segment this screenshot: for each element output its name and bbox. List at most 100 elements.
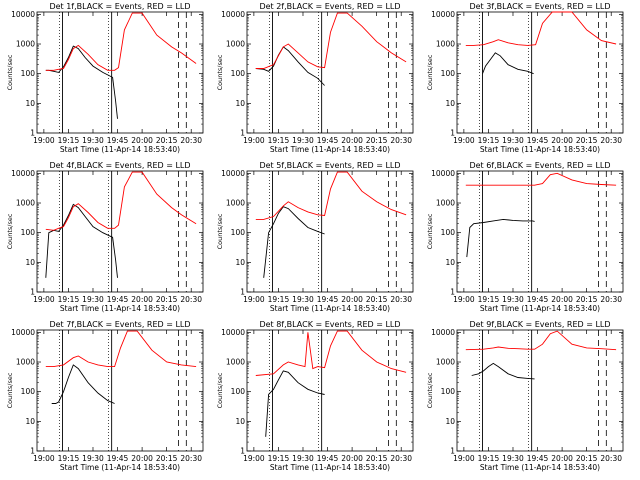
- x-tick-label: 19:15: [268, 454, 290, 463]
- x-axis-label: Start Time (11-Apr-14 18:53:40): [270, 304, 390, 313]
- y-tick-label: 1: [30, 447, 35, 456]
- y-axis-label: Counts/sec: [6, 372, 14, 408]
- x-tick-label: 19:00: [33, 454, 55, 463]
- x-tick-label: 19:45: [527, 454, 549, 463]
- x-tick-label: 20:00: [551, 454, 573, 463]
- series-line-lld: [45, 12, 197, 71]
- detector-panel-7: Det 7f,BLACK = Events, RED = LLD 1 10 100 10…: [6, 320, 204, 472]
- x-tick-label: 19:30: [292, 454, 314, 463]
- x-tick-label: 20:30: [600, 454, 622, 463]
- y-tick-label: 1: [450, 447, 455, 456]
- y-tick-label: 100: [441, 228, 456, 237]
- y-axis-label: Counts/sec: [216, 372, 224, 408]
- panel-title: Det 7f,BLACK = Events, RED = LLD: [49, 320, 190, 329]
- series-line-events: [466, 218, 535, 258]
- y-tick-label: 1: [450, 288, 455, 297]
- x-tick-label: 19:45: [317, 295, 339, 304]
- x-tick-label: 19:30: [82, 295, 104, 304]
- y-tick-label: 1: [30, 288, 35, 297]
- x-tick-label: 19:45: [107, 454, 129, 463]
- plot-frame: [456, 170, 624, 293]
- x-tick-label: 20:15: [576, 295, 598, 304]
- y-axis-label: Counts/sec: [216, 54, 224, 90]
- x-tick-label: 20:00: [131, 295, 153, 304]
- x-tick-label: 19:30: [292, 136, 314, 145]
- series-line-lld: [45, 171, 197, 231]
- y-tick-label: 100: [21, 387, 36, 396]
- y-tick-label: 1000: [226, 199, 245, 208]
- x-tick-label: 20:30: [390, 136, 412, 145]
- x-tick-label: 20:00: [341, 136, 363, 145]
- y-tick-label: 10: [235, 417, 245, 426]
- series-line-events: [482, 52, 534, 75]
- x-tick-label: 20:30: [180, 454, 202, 463]
- x-tick-label: 20:30: [390, 454, 412, 463]
- x-tick-label: 20:30: [390, 295, 412, 304]
- y-tick-label: 1: [240, 129, 245, 138]
- panel-title: Det 9f,BLACK = Events, RED = LLD: [469, 320, 610, 329]
- y-axis-label: Counts/sec: [6, 54, 14, 90]
- x-axis-label: Start Time (11-Apr-14 18:53:40): [480, 463, 600, 472]
- y-tick-label: 10000: [221, 328, 245, 337]
- y-axis-label: Counts/sec: [6, 213, 14, 249]
- y-tick-label: 10000: [431, 169, 455, 178]
- x-tick-label: 20:30: [600, 136, 622, 145]
- y-tick-label: 1: [240, 447, 245, 456]
- y-tick-label: 10: [25, 99, 35, 108]
- y-tick-label: 10: [235, 258, 245, 267]
- x-tick-label: 19:00: [453, 454, 475, 463]
- x-tick-label: 19:30: [82, 454, 104, 463]
- x-tick-label: 19:45: [107, 136, 129, 145]
- x-axis-label: Start Time (11-Apr-14 18:53:40): [60, 304, 180, 313]
- series-line-events: [45, 203, 118, 278]
- series-line-lld: [255, 330, 407, 376]
- y-tick-label: 1000: [16, 358, 35, 367]
- y-tick-label: 10000: [431, 328, 455, 337]
- series-line-events: [471, 362, 535, 380]
- plot-frame: [36, 170, 204, 293]
- x-tick-label: 19:15: [268, 295, 290, 304]
- panel-title: Det 6f,BLACK = Events, RED = LLD: [469, 161, 610, 170]
- y-tick-label: 100: [21, 69, 36, 78]
- y-tick-label: 10: [445, 258, 455, 267]
- y-tick-label: 1000: [436, 40, 455, 49]
- y-tick-label: 100: [441, 69, 456, 78]
- y-tick-label: 10: [235, 99, 245, 108]
- x-tick-label: 20:15: [156, 454, 178, 463]
- x-tick-label: 19:45: [317, 136, 339, 145]
- y-tick-label: 10: [25, 258, 35, 267]
- x-tick-label: 20:15: [366, 454, 388, 463]
- x-tick-label: 20:00: [341, 295, 363, 304]
- x-tick-label: 19:30: [502, 295, 524, 304]
- y-tick-label: 1000: [436, 199, 455, 208]
- x-tick-label: 20:00: [551, 295, 573, 304]
- x-axis-label: Start Time (11-Apr-14 18:53:40): [60, 145, 180, 154]
- panel-title: Det 1f,BLACK = Events, RED = LLD: [49, 2, 190, 11]
- x-tick-label: 19:15: [58, 295, 80, 304]
- x-tick-label: 20:00: [341, 454, 363, 463]
- detector-panel-4: Det 4f,BLACK = Events, RED = LLD 1 10 100 10…: [6, 161, 204, 313]
- y-tick-label: 10: [445, 417, 455, 426]
- plot-frame: [246, 170, 414, 293]
- x-tick-label: 20:15: [156, 295, 178, 304]
- y-tick-label: 1000: [226, 40, 245, 49]
- detector-panel-5: Det 5f,BLACK = Events, RED = LLD 1 10 100 10…: [216, 161, 414, 313]
- y-axis-label: Counts/sec: [216, 213, 224, 249]
- series-line-lld: [45, 330, 197, 368]
- y-tick-label: 10000: [431, 10, 455, 19]
- series-line-lld: [465, 330, 617, 351]
- series-line-lld: [465, 172, 617, 186]
- detector-panel-3: Det 3f,BLACK = Events, RED = LLD 1 10 100 10…: [426, 2, 624, 154]
- detector-panel-8: Det 8f,BLACK = Events, RED = LLD 1 10 100 10…: [216, 320, 414, 472]
- detector-panel-1: Det 1f,BLACK = Events, RED = LLD 1 10 100 10…: [6, 2, 204, 154]
- y-tick-label: 100: [21, 228, 36, 237]
- x-axis-label: Start Time (11-Apr-14 18:53:40): [270, 463, 390, 472]
- y-tick-label: 10000: [11, 169, 35, 178]
- panel-title: Det 4f,BLACK = Events, RED = LLD: [49, 161, 190, 170]
- panel-title: Det 8f,BLACK = Events, RED = LLD: [259, 320, 400, 329]
- series-line-lld: [465, 11, 617, 46]
- x-axis-label: Start Time (11-Apr-14 18:53:40): [60, 463, 180, 472]
- panel-title: Det 2f,BLACK = Events, RED = LLD: [259, 2, 400, 11]
- series-line-events: [51, 364, 115, 404]
- x-tick-label: 19:45: [107, 295, 129, 304]
